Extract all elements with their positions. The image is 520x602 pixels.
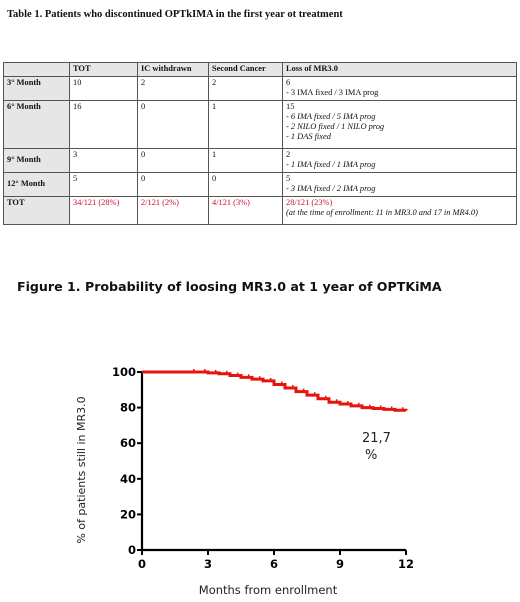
table-title: Table 1. Patients who discontinued OPTkI… (7, 9, 343, 20)
loss-detail: - 2 NILO fixed / 1 NILO prog (286, 122, 385, 131)
loss-count: 5 (286, 174, 291, 183)
loss-count: 15 (286, 102, 295, 111)
y-tick-label: 40 (120, 472, 136, 486)
y-tick-label: 0 (128, 543, 136, 557)
loss-count: 6 (286, 78, 291, 87)
table-row: 9° Month 3 0 1 2 - 1 IMA fixed / 1 IMA p… (3, 148, 517, 173)
loss-detail: (at the time of enrollment: 11 in MR3.0 … (286, 208, 478, 217)
header-cell-loss-mr3: Loss of MR3.0 (282, 62, 517, 77)
y-axis-label: % of patients still in MR3.0 (75, 396, 88, 543)
y-tick-label: 80 (120, 401, 136, 415)
row-label: 6° Month (3, 100, 70, 149)
x-tick-label: 0 (138, 557, 146, 571)
x-tick-label: 9 (336, 557, 344, 571)
y-tick-label: 60 (120, 436, 136, 450)
risk-annotation-unit: % (365, 448, 377, 463)
loss-detail: - 3 IMA fixed / 2 IMA prog (286, 184, 376, 193)
loss-detail: - 1 DAS fixed (286, 132, 331, 141)
cell-second-cancer: 2 (208, 76, 283, 101)
table-row: 3° Month 10 2 2 6 - 3 IMA fixed / 3 IMA … (3, 76, 517, 101)
cell-second-cancer: 1 (208, 100, 283, 149)
axis-ticks: 0 3 6 9 12 0 20 40 60 80 100 (112, 365, 414, 571)
loss-detail: - 3 IMA fixed / 3 IMA prog (286, 88, 379, 97)
chart-series (142, 369, 408, 412)
risk-annotation-value: 21,7 (362, 431, 391, 446)
cell-loss-mr3: 15 - 6 IMA fixed / 5 IMA prog - 2 NILO f… (282, 100, 517, 149)
x-tick-label: 12 (398, 557, 414, 571)
x-axis-label: Months from enrollment (199, 583, 338, 597)
x-tick-label: 6 (270, 557, 278, 571)
loss-detail: - 1 IMA fixed / 1 IMA prog (286, 160, 376, 169)
loss-count: 2 (286, 150, 291, 159)
loss-count: 28/121 (23%) (286, 198, 333, 207)
cell-tot: 5 (69, 172, 138, 197)
loss-detail: - 6 IMA fixed / 5 IMA prog (286, 112, 376, 121)
y-tick-label: 20 (120, 507, 136, 521)
cell-loss-mr3: 5 - 3 IMA fixed / 2 IMA prog (282, 172, 517, 197)
cell-ic-withdrawn: 2/121 (2%) (137, 196, 209, 225)
table-row: TOT 34/121 (28%) 2/121 (2%) 4/121 (3%) 2… (3, 196, 517, 225)
x-tick-label: 3 (204, 557, 212, 571)
figure-title: Figure 1. Probability of loosing MR3.0 a… (17, 279, 442, 294)
cell-second-cancer: 4/121 (3%) (208, 196, 283, 225)
survival-curve (142, 370, 408, 412)
row-label: TOT (3, 196, 70, 225)
discontinuation-table: TOT IC withdrawn Second Cancer Loss of M… (3, 62, 517, 225)
cell-loss-mr3: 28/121 (23%) (at the time of enrollment:… (282, 196, 517, 225)
cell-second-cancer: 1 (208, 148, 283, 173)
y-tick-label: 100 (112, 365, 136, 379)
header-cell-empty (3, 62, 70, 77)
row-label: 9° Month (3, 148, 70, 173)
header-cell-tot: TOT (69, 62, 138, 77)
